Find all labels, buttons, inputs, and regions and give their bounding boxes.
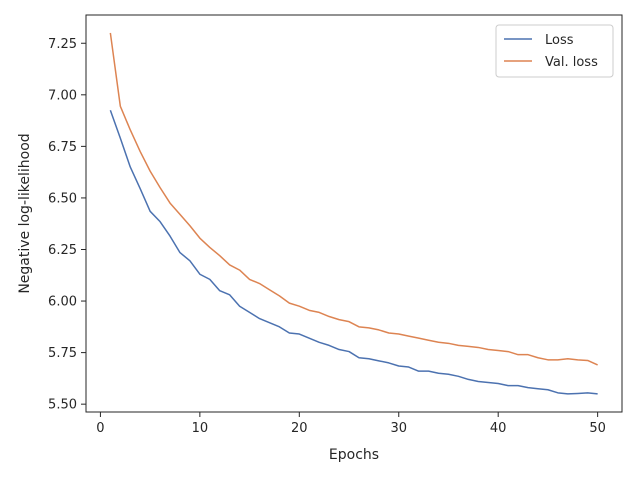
plot-frame (85, 14, 623, 413)
axis-ticks: 0 10 20 30 40 50 5.50 5.75 6.00 6.25 6.50 6.75 7.00 7… (48, 37, 606, 436)
y-tick-label: 7.00 (48, 88, 77, 103)
y-tick-label: 6.75 (48, 140, 77, 155)
y-tick-label: 6.25 (48, 243, 77, 258)
legend-label-loss: Loss (545, 33, 574, 48)
y-axis-label: Negative log-likelihood (17, 133, 33, 293)
x-tick-label: 50 (589, 421, 606, 436)
series-line-val-loss (109, 32, 598, 366)
y-tick-label: 6.50 (48, 191, 77, 206)
series-line-loss (109, 110, 598, 395)
legend: Loss Val. loss (495, 24, 614, 78)
x-tick-label: 10 (192, 421, 209, 436)
y-tick-label: 5.50 (48, 398, 77, 413)
y-tick-label: 7.25 (48, 37, 77, 52)
y-tick-label: 5.75 (48, 346, 77, 361)
legend-label-val-loss: Val. loss (545, 55, 598, 70)
x-axis-label: Epochs (329, 447, 379, 463)
x-tick-label: 30 (390, 421, 407, 436)
y-tick-label: 6.00 (48, 295, 77, 310)
x-tick-label: 20 (291, 421, 308, 436)
x-tick-label: 0 (96, 421, 104, 436)
legend-box (495, 24, 614, 78)
x-tick-label: 40 (490, 421, 507, 436)
series-lines (109, 32, 598, 395)
